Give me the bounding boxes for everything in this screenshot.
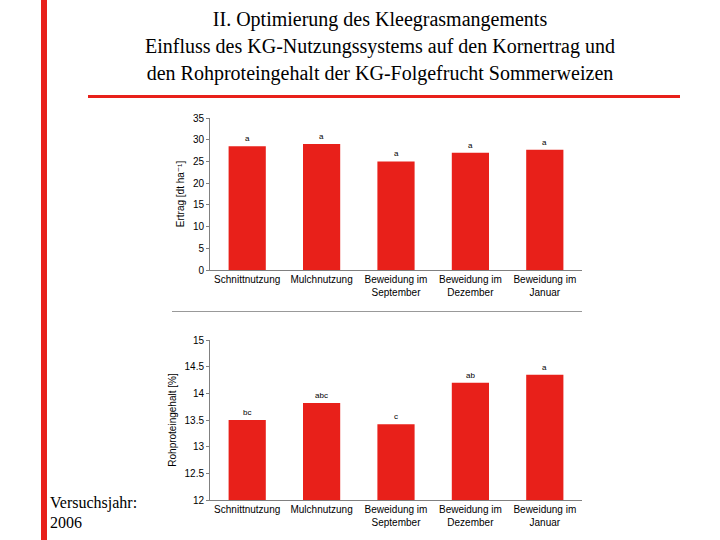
svg-text:Beweidung imSeptember: Beweidung imSeptember (365, 274, 428, 298)
svg-text:5: 5 (198, 243, 204, 254)
svg-text:14.5: 14.5 (185, 361, 205, 372)
svg-text:ab: ab (466, 371, 475, 380)
svg-text:Beweidung imJanuar: Beweidung imJanuar (513, 504, 576, 528)
svg-text:25: 25 (193, 156, 205, 167)
svg-text:13: 13 (193, 441, 205, 452)
svg-text:a: a (542, 363, 547, 372)
svg-text:Rohproteingehalt [%]: Rohproteingehalt [%] (167, 373, 178, 467)
svg-text:30: 30 (193, 134, 205, 145)
svg-text:a: a (468, 141, 473, 150)
svg-text:Beweidung imJanuar: Beweidung imJanuar (513, 274, 576, 298)
html-text:2006: 2006 (50, 514, 82, 531)
svg-text:15: 15 (193, 335, 205, 346)
svg-text:c: c (394, 412, 398, 421)
svg-text:a: a (319, 132, 324, 141)
svg-text:12: 12 (193, 495, 205, 506)
svg-text:a: a (542, 138, 547, 147)
svg-text:Schnittnutzung: Schnittnutzung (214, 274, 280, 285)
svg-text:12.5: 12.5 (185, 468, 205, 479)
svg-text:abc: abc (315, 391, 328, 400)
svg-text:a: a (394, 149, 399, 158)
svg-text:35: 35 (193, 113, 205, 124)
svg-text:Beweidung imDezember: Beweidung imDezember (439, 274, 502, 298)
svg-text:0: 0 (198, 265, 204, 276)
svg-text:10: 10 (193, 221, 205, 232)
svg-text:Ertrag [dt ha⁻¹]: Ertrag [dt ha⁻¹] (175, 161, 186, 228)
html-text:Versuchsjahr:: Versuchsjahr: (50, 494, 138, 511)
svg-text:13.5: 13.5 (185, 415, 205, 426)
svg-text:Mulchnutzung: Mulchnutzung (290, 274, 352, 285)
svg-text:a: a (245, 134, 250, 143)
svg-text:Mulchnutzung: Mulchnutzung (290, 504, 352, 515)
svg-text:bc: bc (243, 408, 251, 417)
html-text:den Rohproteingehalt der KG-Fo: den Rohproteingehalt der KG-Folgefrucht … (146, 62, 614, 84)
svg-text:Beweidung imSeptember: Beweidung imSeptember (365, 504, 428, 528)
html-text:II. Optimierung des Kleegrasma: II. Optimierung des Kleegrasmangements (212, 8, 548, 30)
html-text:Einfluss des KG-Nutzungssystem: Einfluss des KG-Nutzungssystems auf den … (145, 35, 615, 57)
svg-text:15: 15 (193, 199, 205, 210)
svg-text:14: 14 (193, 388, 205, 399)
svg-text:Beweidung imDezember: Beweidung imDezember (439, 504, 502, 528)
svg-text:Schnittnutzung: Schnittnutzung (214, 504, 280, 515)
svg-text:20: 20 (193, 178, 205, 189)
